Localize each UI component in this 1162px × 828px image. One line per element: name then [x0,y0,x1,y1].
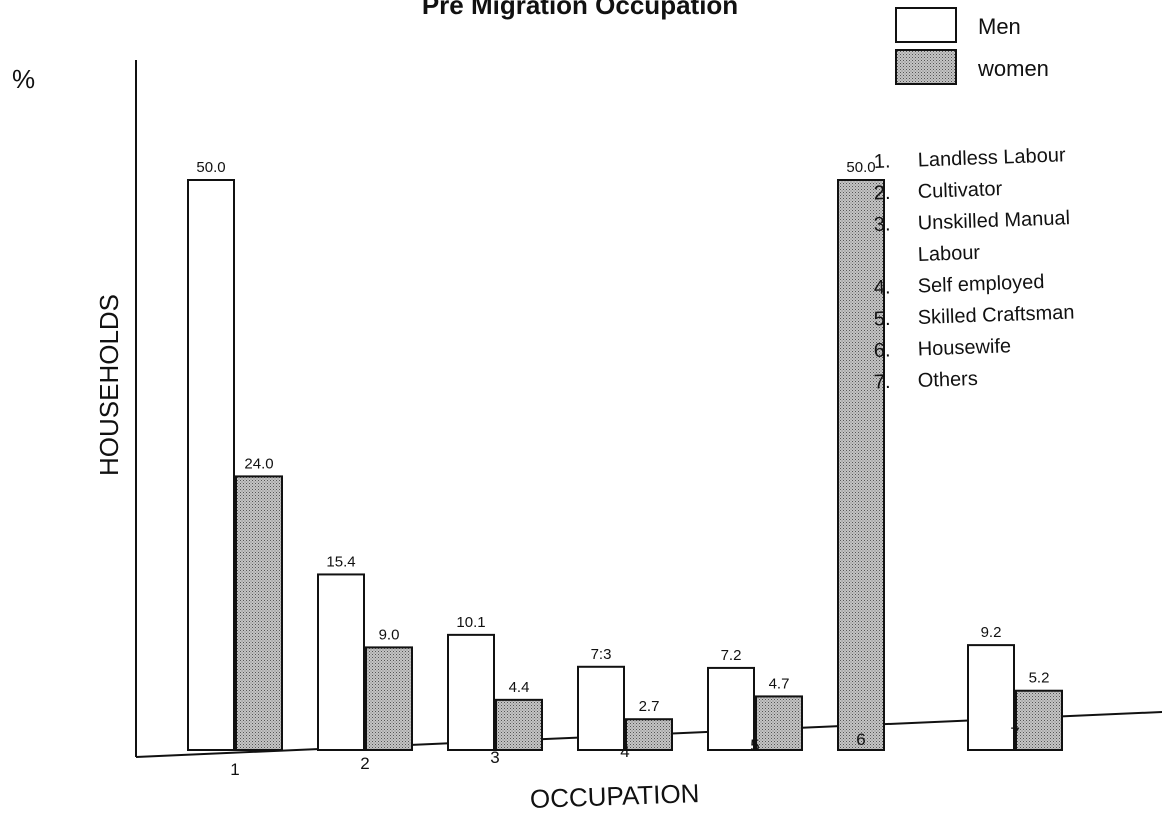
value-label-women-5: 4.7 [769,675,790,692]
x-tick-label: 3 [490,748,499,767]
category-key-text: Skilled Craftsman [917,302,1074,329]
category-key-text: Cultivator [917,178,1003,203]
category-key-text: Unskilled Manual [917,207,1070,234]
x-tick-label: 4 [620,742,629,761]
bars: 50.024.0115.49.0210.14.437:32.747.24.755… [187,159,1063,779]
x-axis-label: OCCUPATION [529,778,699,814]
value-label-men-7: 9.2 [981,624,1002,641]
bar-women-7 [1015,689,1063,751]
category-key-number: 6. [873,339,890,362]
value-label-women-2: 9.0 [379,626,400,643]
category-key-item: 4. Self employed [873,271,1044,299]
category-key: 1. Landless Labour 2. Cultivator 3. Unskilled… [873,144,1074,393]
category-key-item: 2. Cultivator [873,178,1003,204]
bar-men-1 [187,179,235,751]
x-tick-label: 7 [1010,724,1019,743]
legend-swatch-men [895,7,957,43]
category-key-text: Landless Labour [917,144,1066,171]
category-key-number: 2. [873,182,890,205]
x-tick-label: 6 [856,730,865,749]
bar-women-2 [365,646,413,752]
bar-women-5 [755,695,803,751]
value-label-women-1: 24.0 [244,455,273,472]
bar-men-5 [707,666,755,751]
x-tick-label: 1 [230,760,239,779]
category-key-number: 1. [873,150,890,173]
category-key-number: 3. [873,213,890,236]
chart-title: Pre Migration Occupation [422,0,738,20]
value-label-women-4: 2.7 [639,698,660,715]
legend-swatch-women [895,49,957,85]
value-label-women-3: 4.4 [509,679,530,696]
x-tick-label: 2 [360,754,369,773]
value-label-men-5: 7.2 [721,647,742,664]
category-key-item: 6. Housewife [873,335,1011,362]
value-label-women-7: 5.2 [1029,670,1050,687]
bar-men-2 [317,573,365,751]
y-axis-label: HOUSEHOLDS [94,294,124,476]
legend: Men women [895,7,1049,85]
bar-men-3 [447,633,495,751]
bar-men-4 [577,665,625,752]
bar-women-3 [495,698,543,752]
bar-women-1 [235,475,283,751]
value-label-men-1: 50.0 [196,159,225,176]
y-unit-label: % [12,64,35,94]
category-key-number: 4. [873,276,890,299]
bar-men-7 [967,644,1015,751]
legend-label-men: Men [978,14,1021,39]
category-key-number: 5. [873,308,890,331]
category-key-text: Self employed [917,271,1044,297]
bar-women-4 [625,718,673,751]
legend-label-women: women [977,56,1049,81]
category-key-item: 5. Skilled Craftsman [873,302,1074,331]
value-label-men-2: 15.4 [326,553,355,570]
category-key-item: Labour [917,242,980,266]
value-label-women-6: 50.0 [846,159,875,176]
category-key-item: 3. Unskilled Manual [873,207,1070,236]
category-key-item: 1. Landless Labour [873,144,1066,173]
category-key-text: Housewife [917,335,1011,360]
category-key-number: 7. [873,371,890,394]
value-label-men-4: 7:3 [591,646,612,663]
category-key-item: 7. Others [873,368,978,394]
value-label-men-3: 10.1 [456,614,485,631]
x-tick-label: 5 [750,736,759,755]
bar-women-6 [837,179,885,751]
category-key-text: Labour [917,242,980,266]
category-key-text: Others [917,368,978,392]
